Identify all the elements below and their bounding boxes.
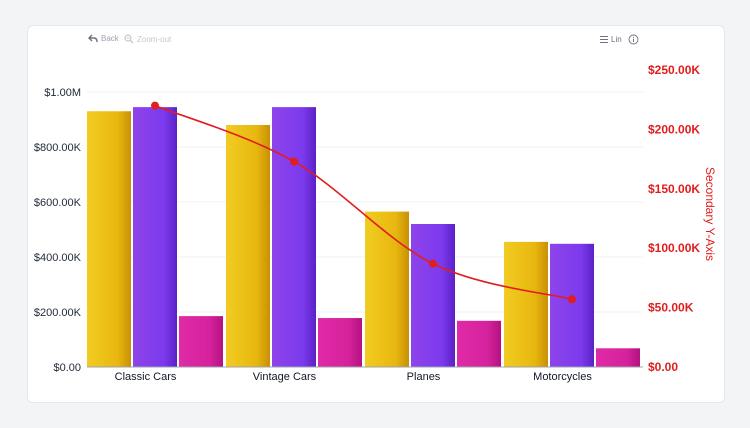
back-button[interactable]: Back: [88, 34, 119, 43]
zoom-out-label: Zoom-out: [137, 34, 172, 44]
back-arrow-icon: [88, 34, 98, 43]
scale-toggle-button[interactable]: Lin: [599, 35, 622, 44]
bar[interactable]: [133, 107, 177, 367]
info-icon[interactable]: [628, 34, 639, 45]
x-tick-label: Motorcycles: [533, 371, 592, 383]
menu-lines-icon: [600, 36, 608, 43]
y-tick-label: $0.00: [53, 362, 81, 374]
bar[interactable]: [365, 211, 409, 367]
line-point[interactable]: [429, 259, 437, 268]
y-tick-label: $1.00M: [44, 87, 81, 99]
zoom-out-button[interactable]: Zoom-out: [124, 34, 171, 44]
axes-group: $0.00 $200.00K $400.00K $600.00K $800.00K $1.…: [34, 63, 717, 383]
y-tick-label: $600.00K: [34, 197, 82, 209]
line-point[interactable]: [568, 295, 576, 304]
bar[interactable]: [179, 316, 223, 367]
bars-group: [87, 107, 640, 367]
secondary-y-axis-title: Secondary Y-Axis: [703, 167, 717, 261]
right-toolbar: Lin: [599, 34, 639, 45]
y-tick-label: $800.00K: [34, 142, 82, 154]
bar[interactable]: [87, 111, 131, 367]
y2-tick-label: $150.00K: [648, 182, 700, 196]
bar[interactable]: [596, 348, 640, 367]
back-label: Back: [101, 34, 119, 43]
secondary-series-line: [154, 104, 573, 301]
secondary-line-group: [151, 101, 576, 304]
y2-tick-label: $0.00: [648, 360, 678, 374]
y2-tick-label: $250.00K: [648, 63, 700, 77]
y2-tick-label: $100.00K: [648, 241, 700, 255]
y-tick-label: $200.00K: [34, 307, 82, 319]
bar[interactable]: [272, 107, 316, 367]
line-point[interactable]: [290, 157, 298, 166]
y-tick-label: $400.00K: [34, 252, 82, 264]
bar[interactable]: [318, 318, 362, 367]
zoom-out-icon: [124, 34, 134, 44]
y2-tick-label: $50.00K: [648, 301, 694, 315]
x-tick-label: Planes: [407, 371, 441, 383]
x-tick-label: Classic Cars: [115, 371, 177, 383]
bar[interactable]: [411, 224, 455, 367]
bar[interactable]: [550, 243, 594, 367]
x-tick-label: Vintage Cars: [253, 371, 317, 383]
bar[interactable]: [226, 125, 270, 367]
bar[interactable]: [457, 320, 501, 367]
y2-tick-label: $200.00K: [648, 122, 700, 136]
line-point[interactable]: [151, 101, 159, 110]
bar[interactable]: [504, 241, 548, 367]
scale-label: Lin: [611, 35, 622, 44]
